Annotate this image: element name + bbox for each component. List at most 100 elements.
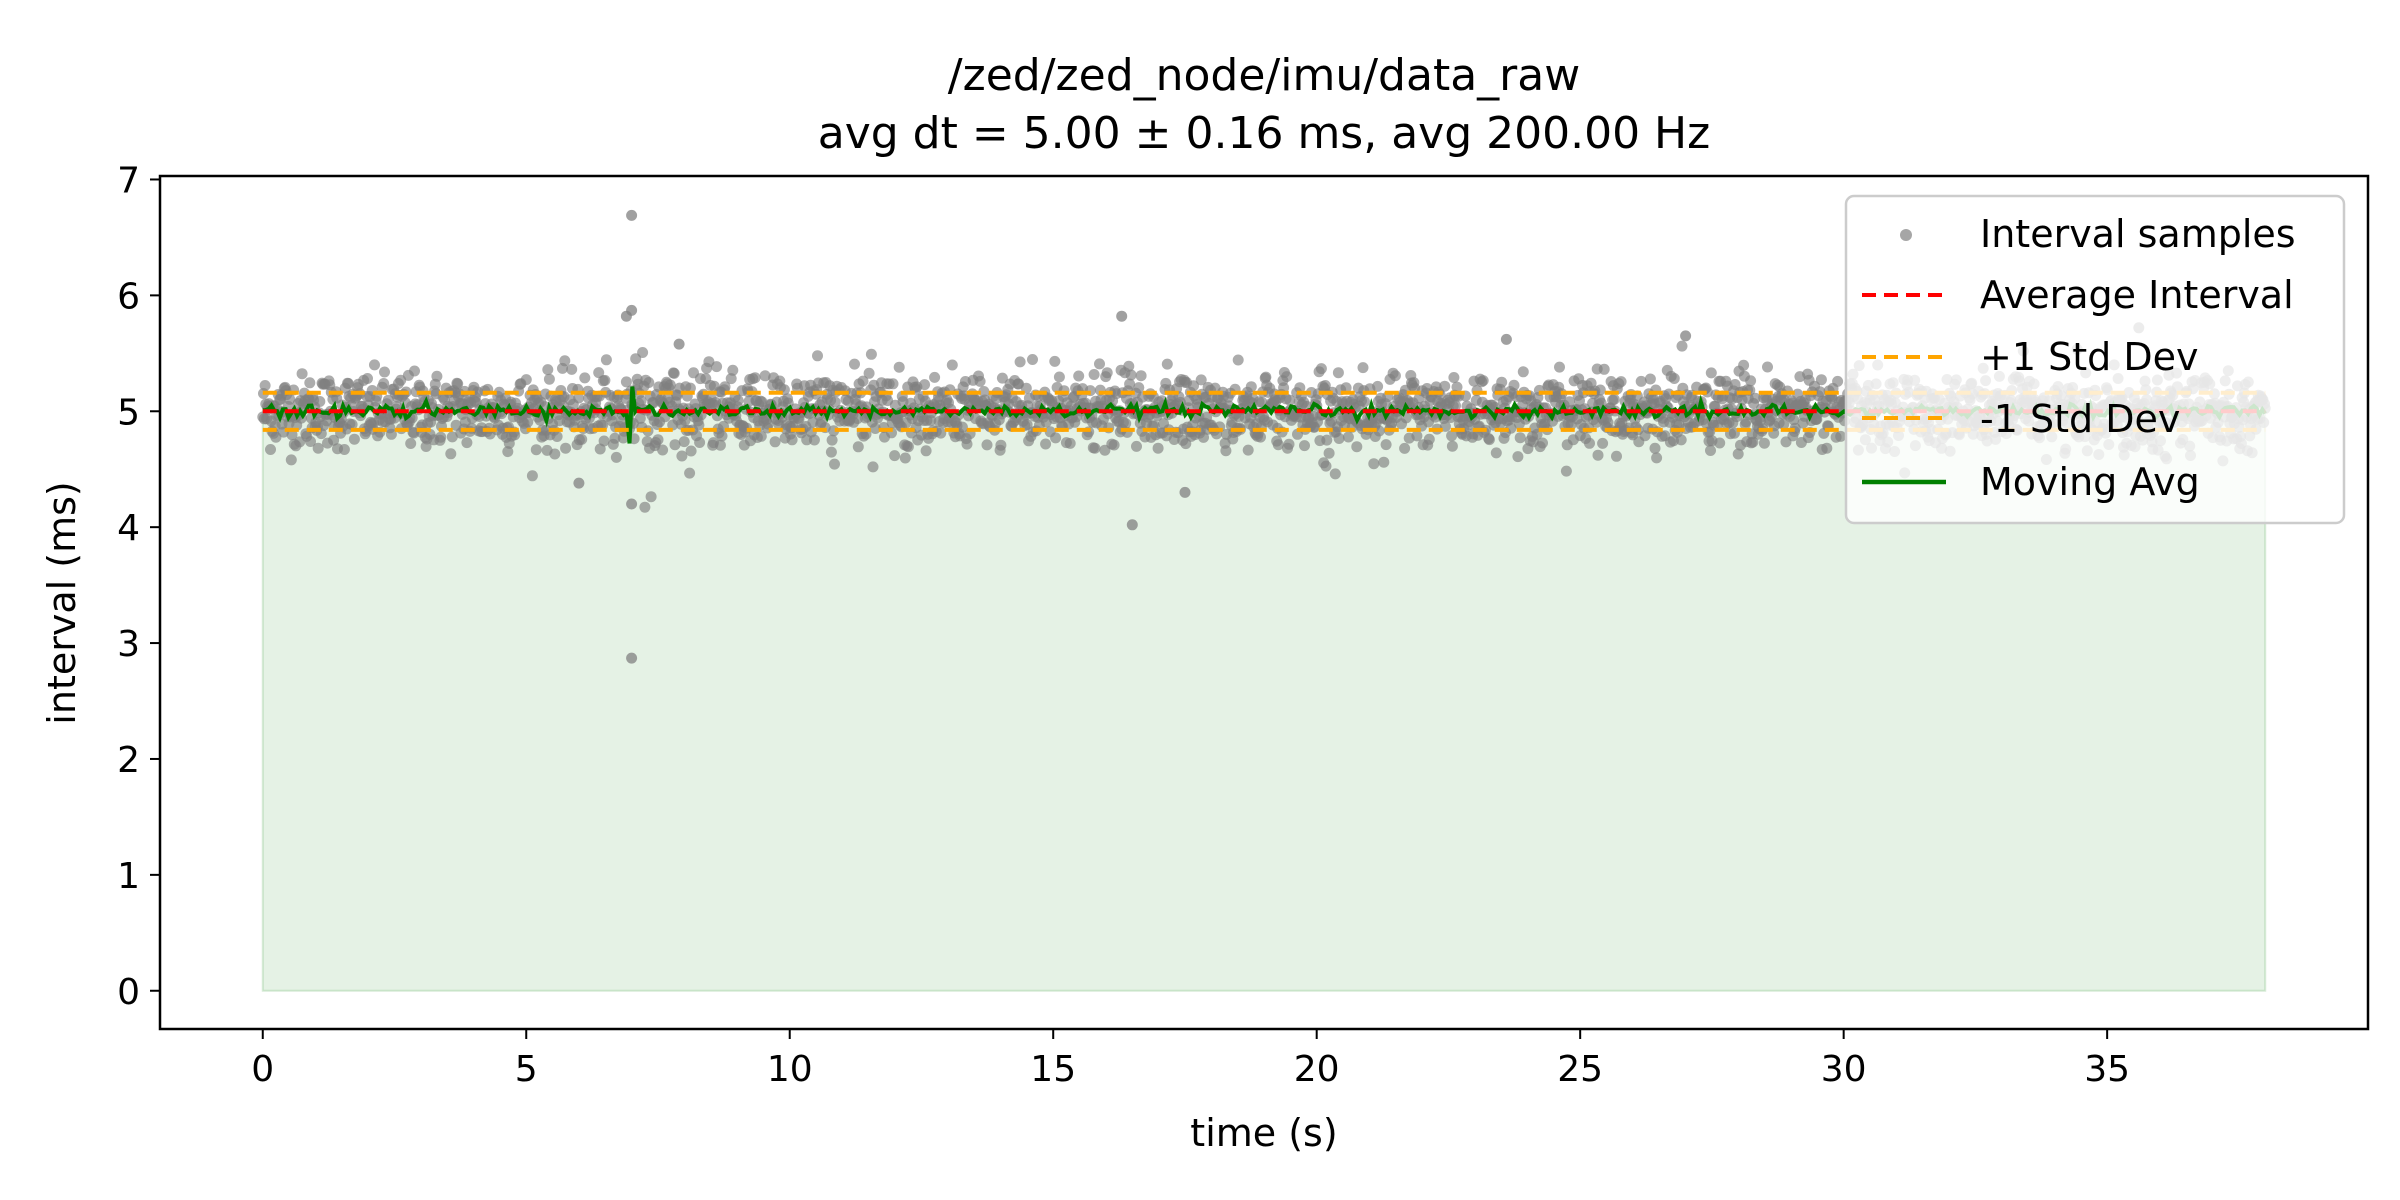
interval-sample-point	[769, 436, 781, 448]
interval-sample-point	[893, 361, 905, 373]
interval-sample-point	[732, 394, 744, 406]
interval-sample-point	[974, 375, 986, 387]
interval-sample-point	[576, 433, 588, 445]
interval-sample-point	[1738, 359, 1750, 371]
interval-sample-point	[573, 392, 585, 404]
interval-sample-point	[1319, 380, 1331, 391]
interval-sample-point	[1832, 375, 1844, 387]
interval-sample-point	[1116, 310, 1128, 322]
interval-sample-point	[1380, 439, 1392, 451]
interval-sample-point	[369, 359, 380, 371]
interval-sample-point	[1088, 369, 1100, 380]
interval-sample-point	[1284, 394, 1296, 406]
interval-sample-point	[1835, 430, 1847, 442]
interval-sample-point	[639, 501, 651, 513]
interval-sample-point	[461, 437, 473, 449]
interval-sample-point	[1635, 375, 1647, 387]
interval-sample-point	[716, 430, 728, 442]
interval-sample-point	[1496, 376, 1508, 388]
interval-sample-point	[1125, 369, 1137, 381]
interval-sample-point	[1378, 456, 1390, 468]
interval-sample-point	[1668, 373, 1680, 384]
interval-sample-point	[1749, 392, 1761, 404]
y-tick-label: 4	[117, 508, 140, 549]
interval-sample-point	[1027, 354, 1038, 365]
interval-sample-point	[727, 364, 739, 376]
interval-sample-point	[1483, 434, 1495, 446]
interval-sample-point	[1073, 370, 1085, 382]
interval-sample-point	[522, 416, 534, 428]
interval-sample-point	[1537, 437, 1548, 449]
interval-sample-point	[995, 439, 1007, 451]
interval-sample-point	[1089, 442, 1101, 454]
interval-sample-point	[1359, 396, 1370, 408]
interval-sample-point	[1133, 382, 1145, 394]
interval-sample-point	[1680, 330, 1692, 342]
interval-sample-point	[265, 444, 276, 455]
interval-sample-point	[609, 432, 621, 444]
interval-sample-point	[598, 435, 610, 447]
interval-sample-point	[961, 438, 973, 450]
interval-sample-point	[1423, 433, 1435, 445]
interval-sample-point	[869, 423, 881, 434]
interval-sample-point	[679, 415, 691, 426]
interval-sample-point	[829, 458, 840, 470]
interval-sample-point	[786, 434, 798, 446]
interval-sample-point	[445, 448, 457, 460]
interval-sample-point	[1611, 450, 1622, 462]
interval-sample-point	[1814, 386, 1826, 398]
x-tick-label: 20	[1294, 1049, 1340, 1090]
interval-sample-point	[1131, 440, 1142, 452]
interval-sample-point	[346, 419, 358, 430]
interval-sample-point	[1594, 384, 1606, 396]
interval-sample-point	[865, 348, 877, 360]
interval-sample-point	[452, 378, 464, 390]
y-tick-label: 3	[117, 624, 140, 665]
interval-sample-point	[431, 370, 443, 382]
interval-sample-point	[502, 446, 514, 458]
interval-sample-point	[714, 439, 726, 451]
interval-sample-point	[978, 386, 990, 397]
interval-sample-point	[1508, 379, 1520, 391]
interval-sample-point	[1126, 519, 1138, 531]
interval-sample-point	[719, 381, 731, 393]
interval-sample-point	[1747, 436, 1759, 448]
legend-label-plus-std: +1 Std Dev	[1980, 335, 2198, 379]
interval-sample-point	[693, 419, 705, 431]
interval-sample-point	[1124, 378, 1136, 390]
interval-sample-point	[946, 359, 958, 371]
axes-frame	[158, 174, 2370, 1031]
interval-sample-point	[1584, 437, 1595, 449]
y-tick-label: 0	[117, 972, 140, 1013]
legend-label-average-interval: Average Interval	[1980, 273, 2294, 317]
interval-sample-point	[676, 450, 688, 462]
interval-sample-point	[610, 451, 622, 463]
interval-sample-point	[1315, 363, 1327, 375]
interval-sample-point	[1323, 447, 1335, 459]
interval-sample-point	[1053, 371, 1065, 383]
interval-sample-point	[1283, 438, 1295, 450]
interval-sample-point	[668, 367, 680, 379]
interval-sample-point	[1564, 396, 1575, 408]
interval-sample-point	[673, 338, 685, 350]
interval-sample-point	[1294, 382, 1306, 394]
interval-sample-point	[749, 372, 761, 384]
interval-sample-point	[285, 454, 297, 466]
interval-sample-point	[1732, 448, 1744, 460]
x-axis-label: time (s)	[1190, 1111, 1337, 1155]
interval-sample-point	[1592, 449, 1604, 461]
interval-sample-point	[1135, 370, 1147, 382]
interval-sample-point	[1351, 441, 1363, 453]
interval-sample-point	[956, 421, 968, 433]
interval-sample-point	[579, 372, 591, 384]
interval-sample-point	[1161, 358, 1173, 370]
interval-sample-point	[328, 434, 340, 446]
interval-sample-point	[1152, 442, 1164, 454]
interval-sample-point	[382, 394, 394, 406]
interval-sample-point	[826, 434, 838, 446]
interval-sample-point	[635, 395, 647, 407]
interval-sample-point	[1179, 486, 1191, 498]
interval-sample-point	[1758, 437, 1770, 449]
y-tick-label: 7	[117, 160, 140, 201]
interval-sample-point	[808, 434, 820, 446]
